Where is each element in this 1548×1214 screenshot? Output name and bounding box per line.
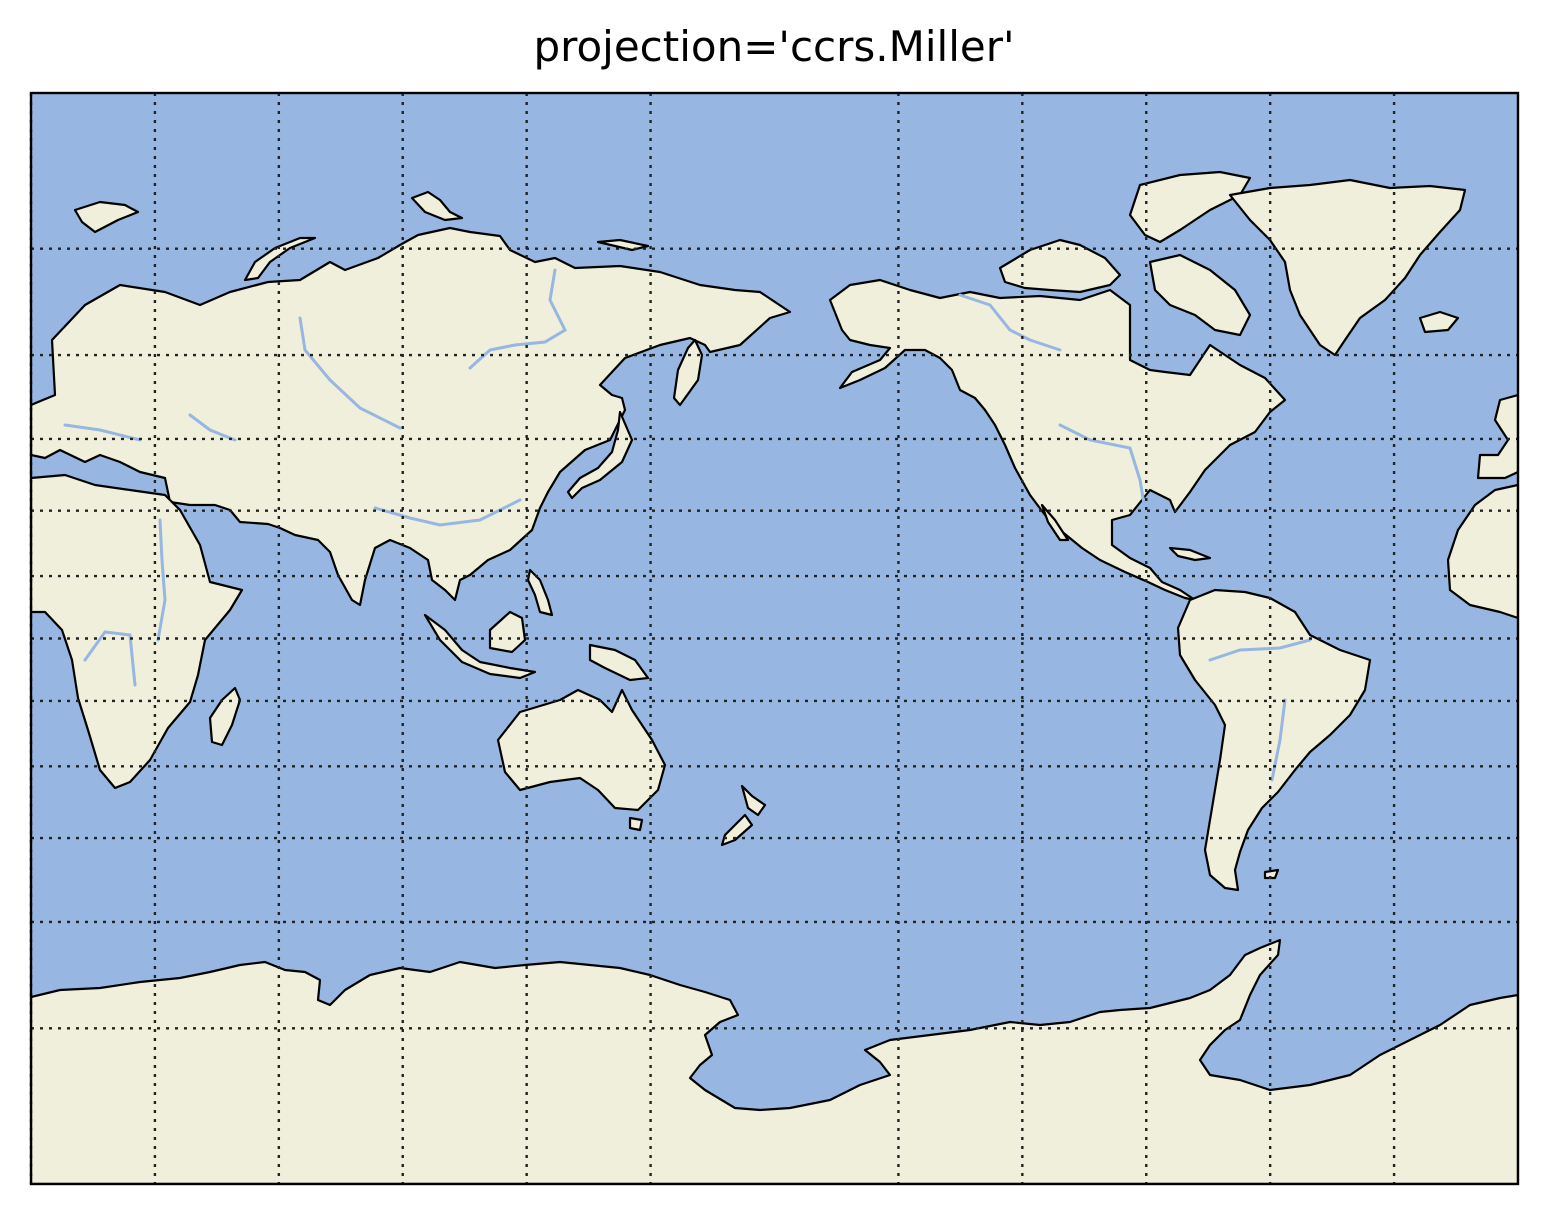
ellesmere-island — [1128, 170, 1252, 244]
antarctica-landmass — [31, 938, 1518, 1184]
baffin-island — [1148, 253, 1252, 337]
map-frame — [29, 91, 1520, 1186]
severnaya-zemlya-island — [410, 190, 464, 222]
svalbard-island — [73, 200, 140, 234]
amazon-river — [1208, 638, 1312, 662]
river-layer — [63, 268, 1312, 782]
baja-california — [1040, 503, 1070, 542]
yenisei-river — [468, 268, 567, 370]
kamchatka-peninsula — [672, 338, 704, 407]
canadian-arctic-islands — [998, 238, 1122, 294]
cuba-island — [1168, 546, 1212, 562]
greenland-island — [1228, 178, 1467, 357]
africa-west-landmass — [1446, 483, 1518, 620]
philippines-islands — [526, 568, 554, 617]
volga-river — [188, 413, 237, 442]
mississippi-river — [1058, 423, 1147, 512]
nile-river — [156, 518, 167, 642]
borneo-island — [488, 610, 527, 654]
danube-river — [63, 423, 142, 442]
sumatra-java-islands — [423, 613, 537, 680]
africa-landmass — [31, 473, 244, 790]
ob-river — [298, 316, 402, 430]
eurasia-landmass — [31, 226, 792, 607]
australia-landmass — [496, 688, 667, 812]
south-america-landmass — [1176, 588, 1372, 892]
europe-west-landmass — [1476, 393, 1518, 480]
iceland-island — [1418, 310, 1460, 334]
mackenzie-river — [958, 293, 1062, 352]
japan-island — [566, 410, 634, 500]
new-zealand-south-island — [720, 813, 754, 847]
yangtze-river — [373, 498, 522, 527]
new-zealand-north-island — [740, 784, 767, 817]
tasmania-island — [628, 816, 644, 832]
falkland-islands — [1263, 868, 1280, 880]
congo-river — [83, 630, 137, 687]
map-title: projection='ccrs.Miller' — [533, 22, 1015, 71]
madagascar-island — [208, 686, 242, 747]
novaya-zemlya-island — [243, 236, 317, 282]
new-guinea-island — [588, 643, 650, 682]
